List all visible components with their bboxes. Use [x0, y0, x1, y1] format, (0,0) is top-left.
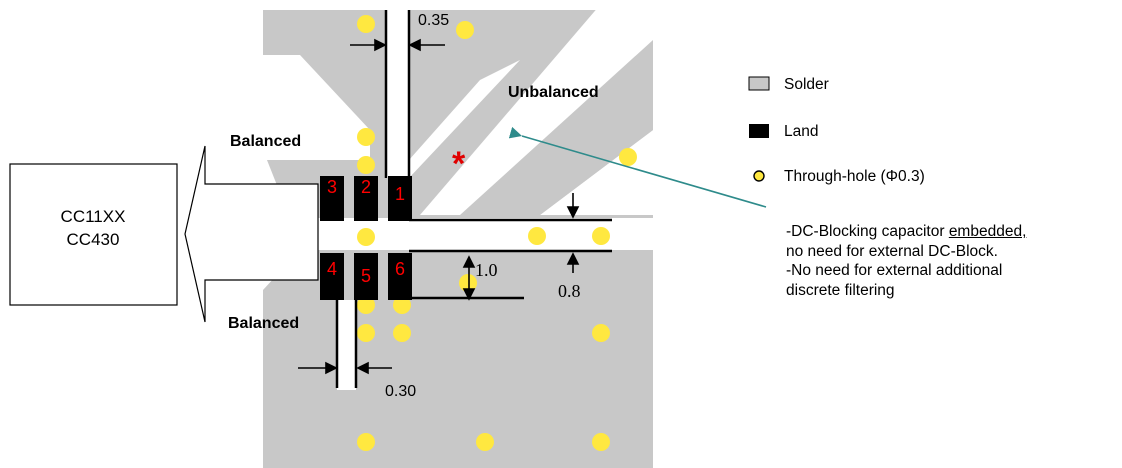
callout-arrow: [508, 126, 767, 208]
chip-label-cc430: CC430: [67, 230, 120, 249]
pad-4: [320, 253, 344, 300]
legend-solder-swatch: [748, 76, 770, 91]
note-block: -DC-Blocking capacitor embedded, no need…: [786, 222, 1122, 300]
dim-label-1-0: 1.0: [475, 260, 498, 280]
legend: Solder Land Through-hole (Φ0.3): [748, 76, 925, 185]
through-hole: [357, 296, 375, 314]
land-pads: [320, 176, 412, 300]
chip-label-cc11xx: CC11XX: [61, 207, 126, 226]
pad-6: [388, 253, 412, 300]
legend-through-hole-label: Through-hole (Φ0.3): [784, 168, 925, 185]
chip-box: [9, 163, 178, 306]
pad-5: [354, 253, 378, 300]
dim-label-0-35: 0.35: [418, 12, 449, 29]
pad-number-2: 2: [361, 177, 371, 197]
direction-arrow: [184, 145, 319, 323]
note-underlined-word: embedded,: [948, 223, 1027, 240]
clearance-bottom-channel: [337, 300, 356, 390]
through-hole: [357, 15, 375, 33]
pad-number-1: 1: [395, 184, 405, 204]
through-hole: [357, 156, 375, 174]
through-hole: [592, 324, 610, 342]
label-balanced-top: Balanced: [230, 133, 301, 150]
dim-label-0-30: 0.30: [385, 383, 416, 400]
clearance-horizontal: [263, 218, 653, 250]
pad-number-5: 5: [361, 266, 371, 286]
through-hole: [619, 148, 637, 166]
through-hole: [459, 274, 477, 292]
legend-land-label: Land: [784, 123, 818, 140]
pad-number-4: 4: [327, 259, 337, 279]
through-hole: [476, 433, 494, 451]
clearance-top-channel: [386, 10, 409, 178]
asterisk-marker: *: [452, 145, 466, 183]
through-hole: [592, 433, 610, 451]
trace-lines: [335, 10, 612, 388]
note-line-3: -No need for external additional: [786, 262, 1003, 279]
through-hole: [393, 324, 411, 342]
pad-number-6: 6: [395, 259, 405, 279]
clearance-diagonal-1: [420, 10, 653, 215]
clearance-upper-left: [263, 55, 370, 160]
legend-solder-label: Solder: [784, 76, 829, 93]
through-hole: [357, 324, 375, 342]
through-hole: [357, 433, 375, 451]
dimension-arrows: [298, 38, 580, 375]
through-hole: [357, 228, 375, 246]
label-unbalanced: Unbalanced: [508, 84, 599, 101]
dim-label-0-8: 0.8: [558, 281, 581, 301]
legend-land-swatch: [749, 124, 769, 138]
label-balanced-bottom: Balanced: [228, 315, 299, 332]
note-line-2: no need for external DC-Block.: [786, 242, 998, 260]
through-holes: [357, 15, 637, 451]
clearance-diagonal-2: [440, 130, 653, 215]
through-hole: [456, 21, 474, 39]
pad-2: [354, 176, 378, 221]
through-hole: [393, 296, 411, 314]
pad-number-3: 3: [327, 177, 337, 197]
pad-1: [388, 176, 412, 221]
pad-3: [320, 176, 344, 221]
legend-through-hole-swatch: [753, 170, 765, 182]
through-hole: [357, 128, 375, 146]
through-hole: [592, 227, 610, 245]
note-line-4: discrete filtering: [786, 281, 895, 299]
through-hole: [528, 227, 546, 245]
note-line-1: -DC-Blocking capacitor embedded,: [786, 223, 1027, 240]
